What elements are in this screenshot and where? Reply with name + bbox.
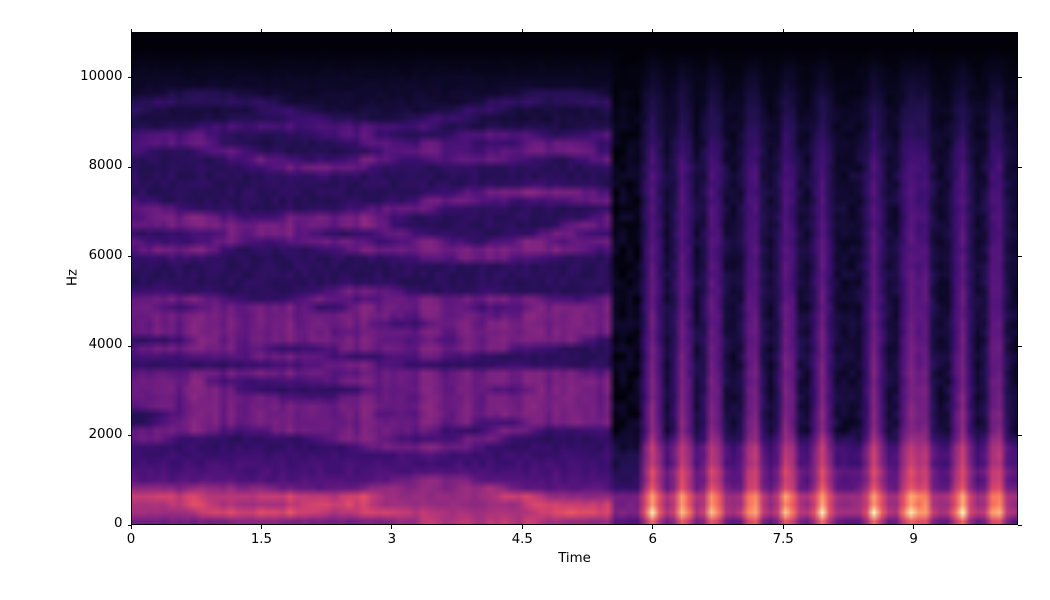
x-tick bbox=[913, 525, 914, 529]
y-tick bbox=[1018, 77, 1022, 78]
y-tick bbox=[128, 167, 132, 168]
x-tick-label: 6 bbox=[623, 532, 683, 547]
y-tick bbox=[1018, 167, 1022, 168]
x-tick bbox=[652, 29, 653, 33]
spectrogram-plot-area bbox=[131, 32, 1018, 525]
x-tick bbox=[913, 29, 914, 33]
y-tick-label: 8000 bbox=[68, 158, 123, 173]
x-tick-label: 1.5 bbox=[231, 532, 291, 547]
y-tick bbox=[1018, 435, 1022, 436]
y-tick bbox=[128, 525, 132, 526]
x-tick bbox=[783, 29, 784, 33]
y-tick bbox=[1018, 346, 1022, 347]
x-tick bbox=[652, 525, 653, 529]
x-tick bbox=[261, 525, 262, 529]
y-tick bbox=[1018, 525, 1022, 526]
x-tick-label: 9 bbox=[884, 532, 944, 547]
x-tick bbox=[522, 525, 523, 529]
y-tick bbox=[128, 435, 132, 436]
y-tick bbox=[1018, 256, 1022, 257]
y-axis-label: Hz bbox=[65, 227, 80, 327]
spectrogram-heatmap-canvas bbox=[131, 32, 1018, 525]
x-axis-label: Time bbox=[525, 551, 625, 566]
y-tick-label: 4000 bbox=[68, 337, 123, 352]
x-tick bbox=[261, 29, 262, 33]
x-tick bbox=[391, 525, 392, 529]
y-tick-label: 10000 bbox=[68, 69, 123, 84]
x-tick-label: 0 bbox=[101, 532, 161, 547]
x-tick-label: 3 bbox=[362, 532, 422, 547]
y-tick bbox=[128, 346, 132, 347]
y-tick-label: 6000 bbox=[68, 248, 123, 263]
x-tick bbox=[783, 525, 784, 529]
y-tick-label: 0 bbox=[68, 516, 123, 531]
x-tick bbox=[131, 525, 132, 529]
figure: Hz Time 0 1.5 3 4.5 6 7.5 9 0 2000 4000 6000 8000 10… bbox=[0, 0, 1050, 600]
x-tick-label: 7.5 bbox=[753, 532, 813, 547]
y-tick bbox=[128, 77, 132, 78]
x-tick bbox=[391, 29, 392, 33]
x-tick bbox=[522, 29, 523, 33]
x-tick-label: 4.5 bbox=[492, 532, 552, 547]
y-tick-label: 2000 bbox=[68, 427, 123, 442]
x-tick bbox=[131, 29, 132, 33]
y-tick bbox=[128, 256, 132, 257]
